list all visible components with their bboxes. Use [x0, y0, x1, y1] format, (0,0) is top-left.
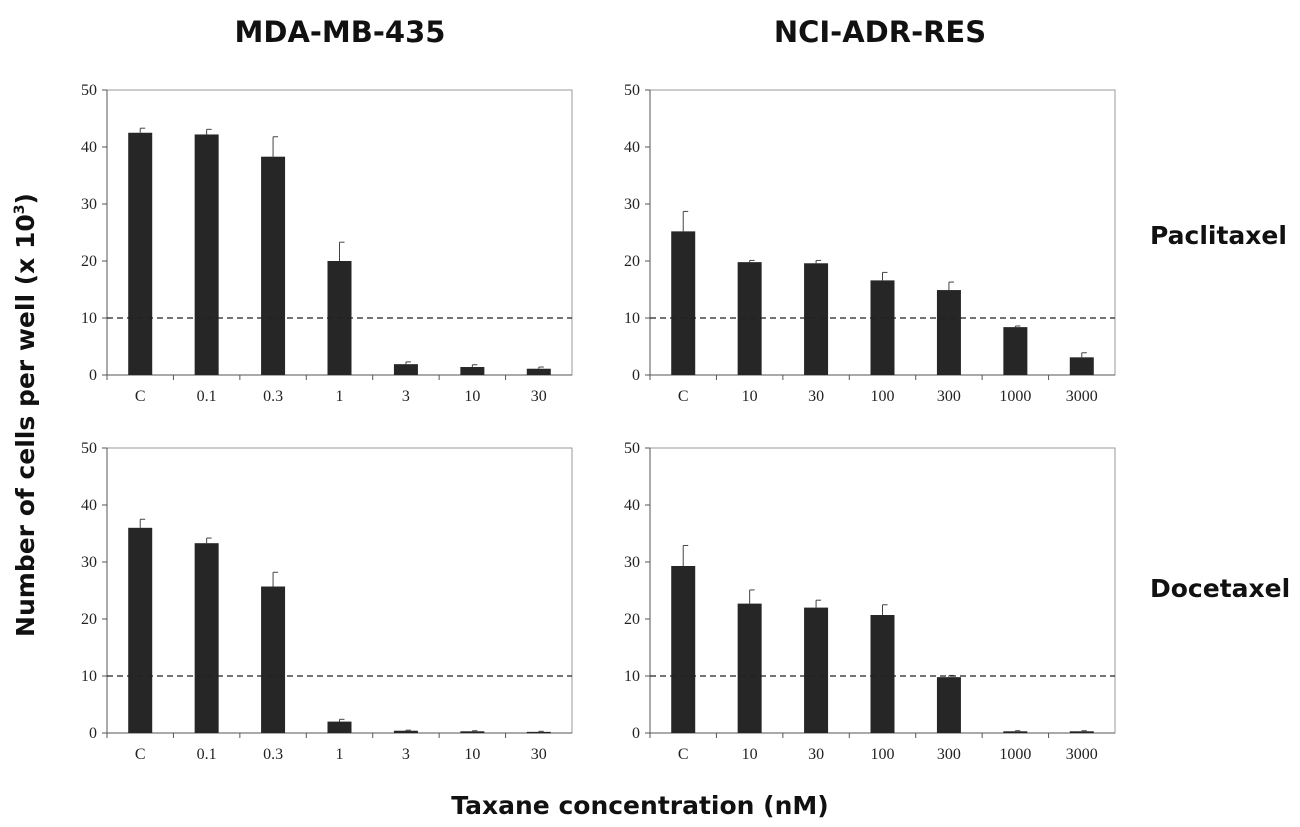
bar: [804, 607, 829, 733]
x-tick-label: 3: [402, 746, 410, 763]
bar: [1069, 731, 1094, 733]
bar: [128, 132, 153, 375]
bar: [261, 156, 286, 375]
bar: [526, 731, 551, 734]
bar: [737, 603, 762, 733]
y-tick-label: 20: [81, 253, 97, 270]
y-tick-label: 0: [632, 367, 640, 384]
row-label-docetaxel: Docetaxel: [1150, 574, 1290, 603]
y-tick-label: 10: [624, 310, 640, 327]
x-tick-label: 3000: [1066, 746, 1098, 763]
x-tick-label: 300: [937, 388, 961, 405]
bar: [870, 280, 895, 375]
y-tick-label: 40: [624, 497, 640, 514]
x-tick-label: 1000: [999, 388, 1031, 405]
bar: [1003, 731, 1028, 733]
x-tick-label: 30: [808, 746, 824, 763]
bar: [194, 134, 219, 375]
x-tick-label: 10: [742, 746, 758, 763]
panel-mda-docetaxel: 0 10 20 30 40 50 C 0.1 0.3 1 3 10 30: [81, 440, 573, 763]
y-tick-label: 40: [81, 139, 97, 156]
y-tick-label: 0: [89, 725, 97, 742]
y-tick-label: 30: [81, 554, 97, 571]
panel-mda-paclitaxel: 0 10 20 30 40 50 C 0.1 0.3 1 3 10 30: [81, 82, 573, 405]
bar: [1003, 327, 1028, 375]
x-tick-label: 30: [808, 388, 824, 405]
bar: [327, 721, 352, 733]
x-tick-label: 1: [336, 388, 344, 405]
x-tick-label: 0.3: [263, 388, 283, 405]
x-tick-label: 3000: [1066, 388, 1098, 405]
x-tick-label: 100: [871, 746, 895, 763]
bar: [671, 565, 696, 733]
x-tick-label: 10: [464, 746, 480, 763]
bar: [393, 364, 418, 375]
x-tick-label: 30: [531, 746, 547, 763]
y-tick-label: 50: [624, 82, 640, 99]
y-tick-label: 40: [81, 497, 97, 514]
y-tick-label: 50: [81, 440, 97, 457]
x-tick-label: C: [135, 388, 146, 405]
bar: [194, 543, 219, 733]
bar: [393, 730, 418, 733]
x-tick-label: 10: [464, 388, 480, 405]
y-axis-title-superscript: 3: [12, 204, 28, 214]
panel-nci-paclitaxel: 0 10 20 30 40 50 C 10 30 100 300 1000 3000: [624, 82, 1116, 405]
bar: [261, 586, 286, 733]
y-tick-label: 30: [624, 554, 640, 571]
x-tick-label: 30: [531, 388, 547, 405]
y-tick-label: 10: [81, 310, 97, 327]
column-title-left: MDA-MB-435: [235, 15, 446, 49]
y-tick-label: 20: [81, 611, 97, 628]
y-tick-label: 30: [81, 196, 97, 213]
bar: [1069, 357, 1094, 375]
bar: [526, 368, 551, 375]
y-tick-label: 40: [624, 139, 640, 156]
bar: [460, 367, 485, 375]
x-tick-label: 10: [742, 388, 758, 405]
y-tick-label: 10: [81, 668, 97, 685]
y-tick-label: 0: [89, 367, 97, 384]
x-tick-label: C: [135, 746, 146, 763]
bar: [936, 677, 961, 733]
x-tick-label: 0.1: [197, 388, 217, 405]
y-tick-label: 10: [624, 668, 640, 685]
x-tick-label: 1000: [999, 746, 1031, 763]
x-tick-label: C: [678, 388, 689, 405]
x-tick-label: 1: [336, 746, 344, 763]
x-tick-label: C: [678, 746, 689, 763]
y-axis-title: Number of cells per well (x 103): [11, 193, 40, 637]
x-tick-label: 0.1: [197, 746, 217, 763]
x-tick-label: 3: [402, 388, 410, 405]
row-label-paclitaxel: Paclitaxel: [1150, 221, 1287, 250]
x-axis-title: Taxane concentration (nM): [451, 791, 828, 820]
x-tick-label: 300: [937, 746, 961, 763]
bar: [671, 231, 696, 375]
y-tick-label: 20: [624, 253, 640, 270]
y-tick-label: 0: [632, 725, 640, 742]
bar: [128, 527, 153, 733]
x-tick-label: 0.3: [263, 746, 283, 763]
bar: [804, 263, 829, 375]
bar: [936, 290, 961, 375]
y-axis-title-main: Number of cells per well (x 10: [11, 214, 40, 637]
y-axis-title-end: ): [11, 193, 40, 204]
y-tick-label: 30: [624, 196, 640, 213]
plot-frame: [106, 447, 573, 734]
x-tick-label: 100: [871, 388, 895, 405]
bar: [870, 615, 895, 733]
y-tick-label: 50: [624, 440, 640, 457]
column-title-right: NCI-ADR-RES: [774, 15, 986, 49]
y-tick-label: 20: [624, 611, 640, 628]
panel-nci-docetaxel: 0 10 20 30 40 50 C 10 30 100 300 1000 3000: [624, 440, 1116, 763]
y-tick-label: 50: [81, 82, 97, 99]
bar: [460, 731, 485, 733]
